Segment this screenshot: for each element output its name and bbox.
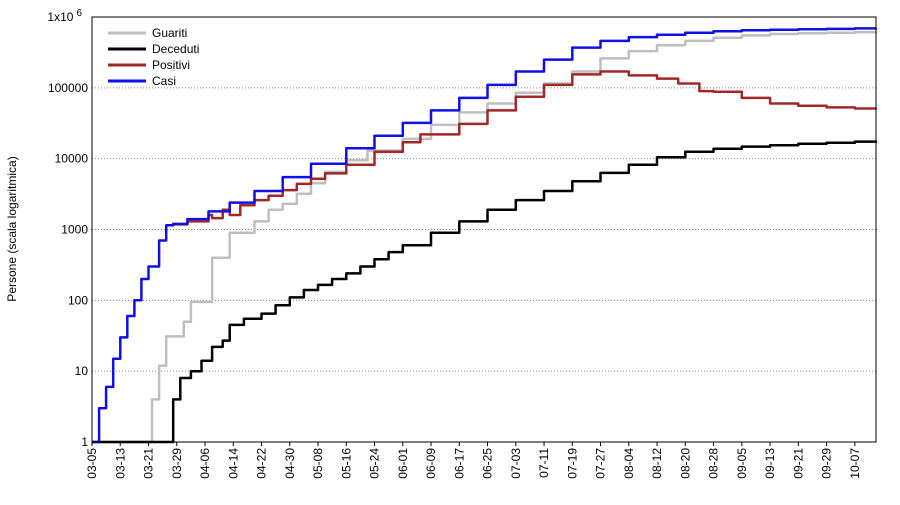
x-tick-label: 06-01: [396, 448, 410, 479]
legend-label-deceduti: Deceduti: [152, 42, 199, 56]
x-tick-label: 03-13: [113, 448, 127, 479]
y-tick-label: 10000: [55, 152, 89, 166]
x-tick-label: 05-24: [368, 448, 382, 479]
x-tick-label: 06-25: [481, 448, 495, 479]
y-tick-label: 100: [68, 293, 88, 307]
y-axis-ticks: 1 10 100 1000 10000 100000 1x10 6: [47, 8, 88, 449]
x-tick-label: 07-27: [594, 448, 608, 479]
x-tick-label: 08-04: [622, 448, 636, 479]
y-axis-label: Persone (scala logaritmica): [5, 156, 19, 301]
x-tick-label: 06-09: [424, 448, 438, 479]
x-tick-label: 04-30: [283, 448, 297, 479]
legend-label-guariti: Guariti: [152, 26, 187, 40]
x-tick-label: 03-29: [170, 448, 184, 479]
grid-lines: [92, 87, 876, 372]
x-tick-label: 09-13: [763, 448, 777, 479]
y-tick-label: 100000: [48, 81, 88, 95]
x-tick-label: 05-08: [311, 448, 325, 479]
legend: Guariti Deceduti Positivi Casi: [108, 26, 199, 88]
legend-label-positivi: Positivi: [152, 58, 190, 72]
x-tick-label: 03-05: [85, 448, 99, 479]
x-axis-ticks: 03-05 03-13 03-21 03-29 04-06 04-14 04-22 04-30…: [85, 442, 862, 479]
legend-label-casi: Casi: [152, 74, 176, 88]
x-tick-label: 09-21: [791, 448, 805, 479]
plot-frame: [91, 16, 877, 443]
x-tick-label: 08-28: [707, 448, 721, 479]
x-tick-label: 05-16: [339, 448, 353, 479]
x-tick-label: 08-20: [678, 448, 692, 479]
series-line-guariti: [92, 30, 878, 444]
y-tick-label: 1000: [61, 223, 88, 237]
series-line-positivi: [173, 70, 878, 226]
x-tick-label: 09-05: [735, 448, 749, 479]
x-tick-label: 08-12: [650, 448, 664, 479]
x-tick-label: 04-06: [198, 448, 212, 479]
series-line-casi: [92, 27, 878, 444]
x-tick-label: 03-21: [142, 448, 156, 479]
x-tick-label: 09-29: [820, 448, 834, 479]
y-tick-label: 1x10 6: [47, 8, 82, 24]
x-tick-label: 10-07: [848, 448, 862, 479]
x-tick-label: 06-17: [452, 448, 466, 479]
x-tick-label: 04-14: [226, 448, 240, 479]
x-tick-label: 04-22: [255, 448, 269, 479]
series-lines: [92, 27, 878, 444]
x-tick-label: 07-11: [537, 448, 551, 478]
y-tick-label: 1: [81, 435, 88, 449]
y-tick-label: 10: [75, 364, 89, 378]
series-line-deceduti: [92, 140, 878, 444]
x-tick-label: 07-19: [565, 448, 579, 479]
x-tick-label: 07-03: [509, 448, 523, 479]
